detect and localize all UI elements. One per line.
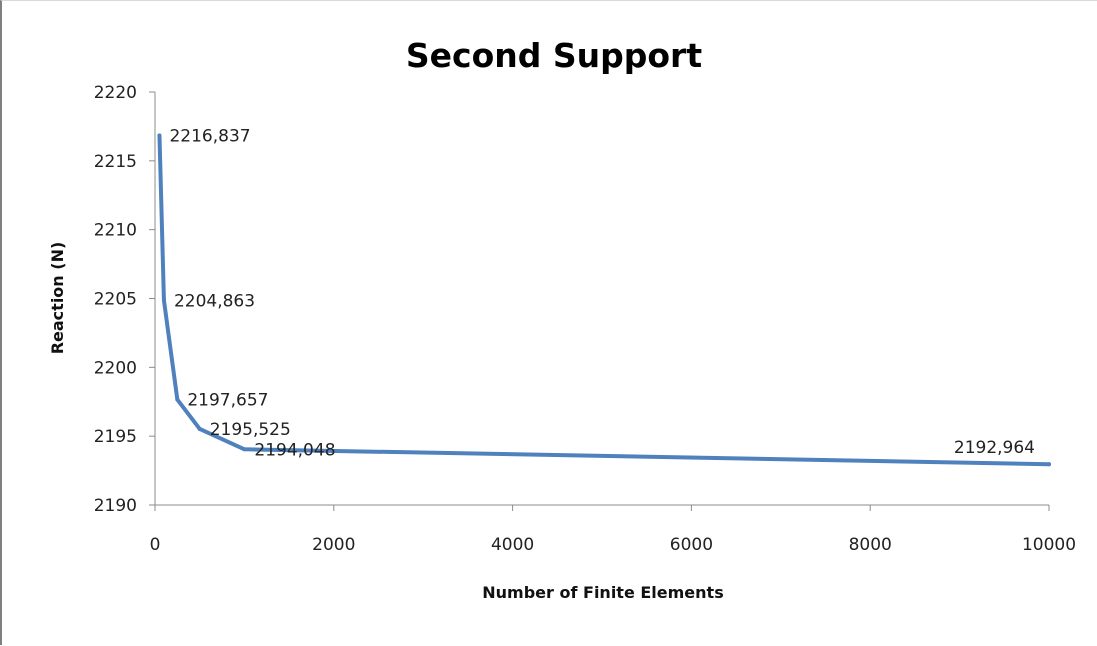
y-tick-label: 2210 — [94, 221, 137, 241]
data-label: 2197,657 — [187, 391, 268, 411]
data-point — [242, 447, 247, 452]
chart-title: Second Support — [406, 36, 702, 75]
y-tick-label: 2200 — [94, 358, 137, 378]
y-ticks: 2190 2195 2200 2205 2210 2215 2220 — [94, 83, 155, 516]
y-tick-label: 2205 — [94, 290, 137, 310]
data-label: 2192,964 — [954, 438, 1035, 458]
y-axis-title: Reaction (N) — [48, 242, 67, 355]
data-label: 2195,525 — [210, 420, 291, 440]
y-tick-label: 2195 — [94, 427, 137, 447]
x-tick-label: 8000 — [849, 535, 892, 555]
y-tick-label: 2190 — [94, 496, 137, 516]
data-label: 2194,048 — [254, 440, 335, 460]
y-tick-label: 2215 — [94, 152, 137, 172]
data-point — [161, 298, 166, 303]
data-point — [157, 133, 162, 138]
data-point — [197, 426, 202, 431]
y-tick-label: 2220 — [94, 83, 137, 103]
x-ticks: 0 2000 4000 6000 8000 10000 — [150, 505, 1076, 555]
x-tick-label: 4000 — [491, 535, 534, 555]
data-labels: 2216,837 2204,863 2197,657 2195,5252194,048… — [169, 127, 1035, 461]
x-tick-label: 0 — [150, 535, 161, 555]
series-line — [157, 133, 1051, 467]
x-tick-label: 6000 — [670, 535, 713, 555]
series-group — [157, 133, 1051, 467]
data-label: 2204,863 — [174, 291, 255, 311]
x-tick-label: 2000 — [312, 535, 355, 555]
x-axis-title: Number of Finite Elements — [482, 583, 723, 602]
data-point — [175, 397, 180, 402]
x-tick-label: 10000 — [1022, 535, 1076, 555]
data-label: 2216,837 — [169, 127, 250, 147]
data-point — [1047, 462, 1051, 467]
